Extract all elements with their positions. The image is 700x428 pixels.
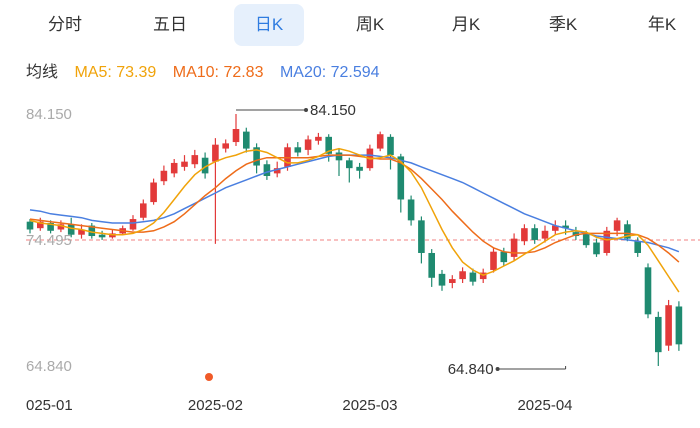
candle-body [315,136,322,141]
candle-body [428,252,435,278]
candle-body [232,129,240,143]
tab-yearly-k[interactable]: 年K [647,15,677,34]
candle-body [418,220,425,253]
candle-body [222,143,229,149]
candle-body [212,144,219,162]
candle-body [521,228,528,242]
candle-body [304,139,312,150]
candle-body [67,224,75,235]
y-tick-label: 64.840 [26,358,72,375]
candle-body [294,147,302,153]
candle-body [273,168,281,174]
candle-body [562,225,569,229]
ma20-value: MA20: 72.594 [279,64,380,81]
low-price-label: 64.840 [448,361,494,378]
tab-five-day[interactable]: 五日 [153,15,187,34]
high-price-label: 84.150 [310,102,356,119]
y-tick-label: 84.150 [26,106,72,123]
high-leader-dot [304,108,308,112]
tab-quarterly-k[interactable]: 季K [548,15,578,34]
y-tick-label: 74.495 [26,232,72,249]
event-marker-dot [205,373,213,381]
candle-body [325,136,332,154]
candle-body [335,152,343,161]
candle-body [37,221,44,229]
candle-body [582,233,590,246]
candle-body [263,164,271,176]
candle-body [675,306,683,345]
candle-body [665,305,672,346]
candle-body [346,160,353,169]
candle-body [500,251,508,263]
candle-body [531,228,538,240]
candle-body [170,162,178,174]
candlestick-chart: 84.150 74.495 64.840 84.150 64.840 025-01 2025… [26,102,700,414]
candle-body [181,161,188,167]
candle-body [459,271,466,280]
candle-body [510,238,518,257]
candle-body [469,272,477,282]
ma10-value: MA10: 72.83 [172,64,264,81]
candle-body [78,229,85,235]
candle-body [201,157,209,174]
candle-body [397,156,405,200]
candle-body [613,220,621,231]
candle-body [47,222,54,231]
candle-body [129,219,137,230]
candle-body [150,182,157,203]
tab-weekly-k[interactable]: 周K [355,15,385,34]
low-leader-dot [495,367,500,371]
period-tabs: 分时 五日 日K 周K 月K 季K 年K [0,0,700,50]
candle-body [593,242,600,255]
candle-body [552,225,559,231]
x-tick-label: 2025-04 [517,397,572,414]
candle-body [376,134,384,149]
x-tick-label: 025-01 [26,397,73,414]
x-tick-label: 2025-03 [342,397,397,414]
candle-body [26,221,34,230]
candle-body [140,203,147,218]
candle-body [634,241,641,253]
tab-intraday[interactable]: 分时 [48,15,82,34]
ma5-value: MA5: 73.39 [74,64,157,81]
ma5-line [29,147,680,293]
x-tick-label: 2025-02 [188,397,243,414]
candle-body [356,166,363,171]
candle-body [387,136,394,156]
tab-daily-k[interactable]: 日K [234,4,304,46]
ma-legend: 均线 MA5: 73.39 MA10: 72.83 MA20: 72.594 [26,58,392,82]
candle-body [449,279,456,284]
candle-body [624,224,631,239]
candle-body [88,225,96,237]
candle-body [57,224,65,230]
candle-body [655,316,662,353]
candle-body [541,230,549,239]
candle-body [644,267,652,315]
candle-body [603,230,611,253]
candle-body [490,251,497,270]
candle-body [191,155,199,165]
candle-body [438,273,446,286]
candle-body [243,131,250,149]
tab-monthly-k[interactable]: 月K [451,15,481,34]
candle-body [407,199,415,221]
candle-body [98,234,106,238]
candle-body [160,170,168,182]
candle-body [253,147,260,166]
ma20-line [29,154,680,253]
ma-legend-label: 均线 [26,64,59,81]
ma10-line [29,154,680,263]
